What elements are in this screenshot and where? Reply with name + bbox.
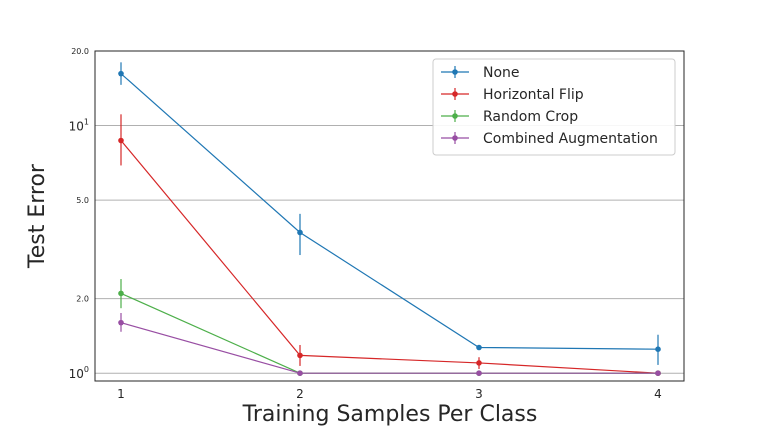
legend-item-3: Combined Augmentation bbox=[441, 131, 658, 147]
data-point-3-3 bbox=[476, 370, 482, 376]
x-tick-label-4: 4 bbox=[654, 387, 662, 401]
legend-label-2: Random Crop bbox=[483, 109, 578, 125]
legend-marker-2 bbox=[452, 113, 458, 119]
data-point-1-1 bbox=[118, 137, 124, 144]
data-point-0-2 bbox=[297, 229, 303, 236]
y-tick-label-1: 2.0 bbox=[76, 295, 89, 304]
series-0 bbox=[118, 62, 661, 365]
y-tick-label-0: 100 bbox=[69, 365, 89, 381]
series-line-1 bbox=[120, 140, 659, 374]
legend-marker-1 bbox=[452, 91, 458, 97]
data-point-2-1 bbox=[118, 290, 124, 297]
legend-item-0: None bbox=[441, 65, 520, 81]
series-line-0 bbox=[120, 73, 659, 350]
y-tick-labels: 100 2.0 5.0 101 20.0 bbox=[69, 47, 89, 381]
data-point-3-1 bbox=[118, 319, 124, 326]
legend: None Horizontal Flip Random Crop Combined A… bbox=[432, 58, 676, 156]
legend-label-1: Horizontal Flip bbox=[483, 87, 584, 103]
series-layer bbox=[118, 62, 661, 376]
legend-item-2: Random Crop bbox=[441, 109, 578, 125]
y-tick-label-2: 5.0 bbox=[76, 196, 89, 205]
data-point-0-3 bbox=[476, 344, 482, 351]
y-tick-label-4: 20.0 bbox=[71, 47, 89, 56]
x-tick-labels: 1 2 3 4 bbox=[117, 387, 662, 401]
y-tick-label-3: 101 bbox=[69, 118, 89, 134]
x-axis-title: Training Samples Per Class bbox=[242, 402, 538, 427]
legend-item-1: Horizontal Flip bbox=[441, 87, 584, 103]
legend-box bbox=[432, 58, 676, 156]
series-3 bbox=[118, 313, 661, 376]
series-1 bbox=[118, 114, 661, 376]
data-point-1-3 bbox=[476, 360, 482, 366]
data-point-0-4 bbox=[655, 346, 661, 353]
x-tick-label-1: 1 bbox=[117, 387, 125, 401]
legend-label-0: None bbox=[483, 65, 520, 81]
legend-marker-3 bbox=[452, 135, 458, 141]
data-point-1-2 bbox=[297, 352, 303, 359]
data-point-3-4 bbox=[655, 370, 661, 376]
y-axis-title: Test Error bbox=[25, 163, 50, 269]
x-tick-label-2: 2 bbox=[296, 387, 304, 401]
legend-label-3: Combined Augmentation bbox=[483, 131, 658, 147]
legend-marker-0 bbox=[452, 69, 458, 75]
series-line-3 bbox=[120, 322, 658, 374]
data-point-3-2 bbox=[297, 370, 303, 376]
plot-frame bbox=[94, 50, 685, 382]
x-tick-label-3: 3 bbox=[475, 387, 483, 401]
data-point-0-1 bbox=[118, 70, 124, 77]
